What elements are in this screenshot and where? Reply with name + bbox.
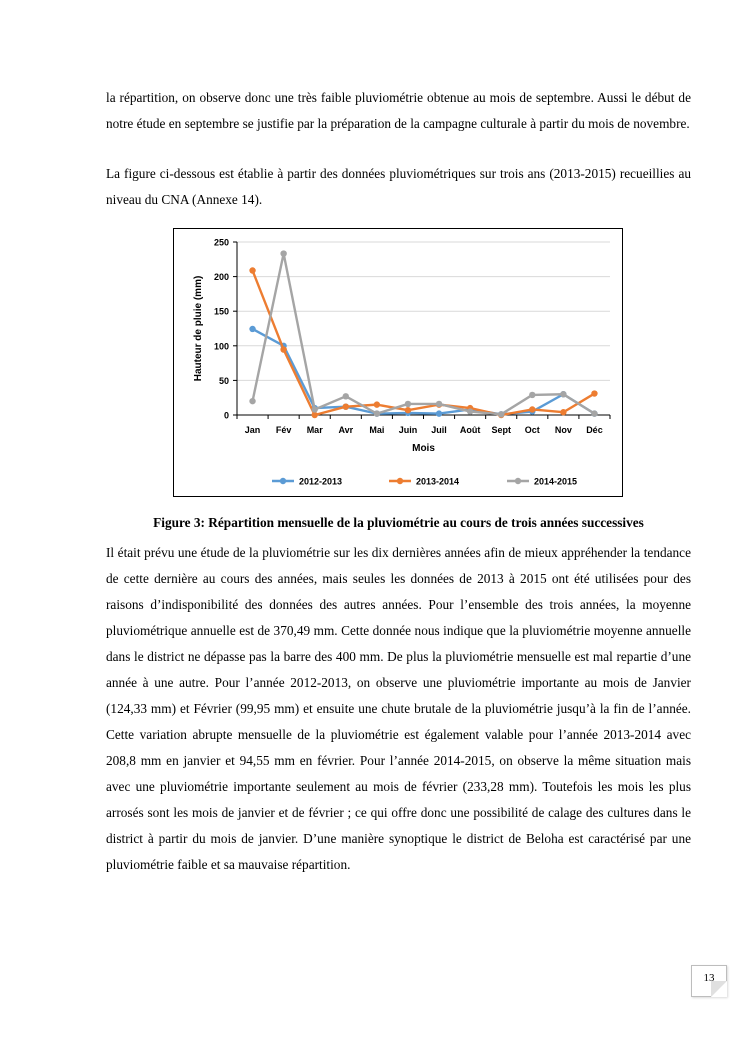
- paragraph-figure-intro: La figure ci-dessous est établie à parti…: [106, 166, 691, 207]
- data-point-2013-2014: [560, 409, 567, 416]
- data-point-2013-2014: [311, 411, 318, 419]
- page-number: 13: [691, 965, 727, 997]
- data-point-2014-2015: [560, 391, 567, 398]
- data-point-2013-2014: [342, 403, 349, 410]
- data-point-2014-2015: [342, 393, 349, 400]
- y-tick-label: 150: [214, 307, 229, 317]
- legend-swatch-marker: [279, 477, 287, 485]
- data-point-2014-2015: [249, 397, 256, 405]
- y-tick-label: 250: [214, 238, 229, 248]
- y-axis-title: Hauteur de pluie (mm): [193, 276, 204, 382]
- data-point-2012-2013: [435, 410, 443, 417]
- paragraph-intro: la répartition, on observe donc une très…: [106, 90, 691, 131]
- data-point-2014-2015: [280, 250, 287, 257]
- data-point-2012-2013: [249, 325, 256, 333]
- rainfall-chart-svg: 0 50 100 150 200 250 Jan Fév Mar Avr Mai Juin Juil Ao…: [193, 238, 611, 487]
- series-line-2012-2013: [251, 327, 596, 416]
- x-tick-label: Jan: [245, 425, 261, 435]
- x-tick-label: Déc: [586, 425, 603, 435]
- data-point-2013-2014: [373, 401, 381, 408]
- y-tick-label: 50: [219, 376, 229, 386]
- y-tick-label: 200: [214, 272, 229, 282]
- data-point-2013-2014: [591, 390, 598, 397]
- x-tick-label: Avr: [338, 425, 353, 435]
- legend-swatch-marker: [396, 477, 404, 485]
- data-point-2013-2014: [404, 406, 412, 414]
- page-number-label: 13: [703, 972, 715, 984]
- x-tick-label: Sept: [491, 425, 511, 435]
- x-axis-title: Mois: [412, 443, 435, 454]
- x-tick-label: Oct: [525, 425, 540, 435]
- data-point-2013-2014: [529, 406, 536, 413]
- data-point-2014-2015: [404, 400, 412, 408]
- x-tick-label: Mai: [369, 425, 384, 435]
- legend-label: 2013-2014: [416, 477, 459, 487]
- data-point-2014-2015: [435, 400, 443, 408]
- rainfall-chart: 0 50 100 150 200 250 Jan Fév Mar Avr Mai Juin Juil Ao…: [173, 228, 623, 497]
- legend-label: 2012-2013: [299, 477, 342, 487]
- data-point-2013-2014: [249, 267, 256, 274]
- figure-caption: Figure 3: Répartition mensuelle de la pl…: [153, 515, 644, 530]
- y-tick-label: 0: [224, 411, 229, 421]
- legend-swatch-marker: [514, 477, 522, 485]
- x-tick-label: Juil: [431, 425, 447, 435]
- data-point-2014-2015: [466, 408, 474, 415]
- series-line-2014-2015: [251, 252, 596, 416]
- data-point-2014-2015: [498, 411, 505, 418]
- x-tick-label: Juin: [399, 425, 418, 435]
- data-point-2014-2015: [529, 391, 536, 399]
- x-tick-label: Fév: [276, 425, 292, 435]
- series-line-2013-2014: [251, 270, 596, 417]
- data-point-2013-2014: [280, 346, 287, 353]
- data-point-2014-2015: [373, 410, 381, 417]
- legend-label: 2014-2015: [534, 477, 577, 487]
- y-tick-label: 100: [214, 341, 229, 351]
- paragraph-analysis: Il était prévu une étude de la pluviomét…: [106, 545, 691, 872]
- data-point-2014-2015: [591, 410, 598, 417]
- x-tick-label: Août: [460, 425, 481, 435]
- data-point-2014-2015: [311, 406, 318, 413]
- x-tick-label: Nov: [555, 425, 572, 435]
- x-tick-label: Mar: [307, 425, 324, 435]
